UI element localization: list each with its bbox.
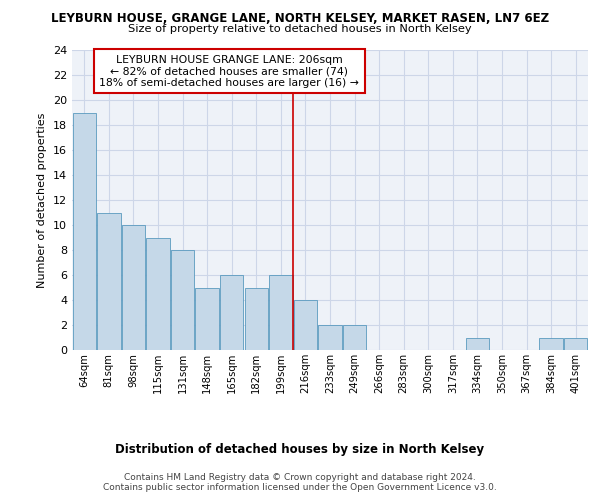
Bar	[196, 288, 219, 350]
Bar	[294, 300, 317, 350]
Bar	[245, 288, 268, 350]
Text: Contains HM Land Registry data © Crown copyright and database right 2024.
Contai: Contains HM Land Registry data © Crown c…	[103, 472, 497, 492]
Bar	[146, 238, 170, 350]
Text: Distribution of detached houses by size in North Kelsey: Distribution of detached houses by size …	[115, 442, 485, 456]
Bar	[220, 275, 244, 350]
Bar	[97, 212, 121, 350]
Bar	[539, 338, 563, 350]
Bar	[73, 112, 96, 350]
Text: LEYBURN HOUSE GRANGE LANE: 206sqm
← 82% of detached houses are smaller (74)
18% : LEYBURN HOUSE GRANGE LANE: 206sqm ← 82% …	[100, 54, 359, 88]
Bar	[319, 325, 341, 350]
Bar	[343, 325, 366, 350]
Bar	[171, 250, 194, 350]
Bar	[269, 275, 293, 350]
Bar	[466, 338, 489, 350]
Bar	[564, 338, 587, 350]
Bar	[122, 225, 145, 350]
Text: Size of property relative to detached houses in North Kelsey: Size of property relative to detached ho…	[128, 24, 472, 34]
Text: LEYBURN HOUSE, GRANGE LANE, NORTH KELSEY, MARKET RASEN, LN7 6EZ: LEYBURN HOUSE, GRANGE LANE, NORTH KELSEY…	[51, 12, 549, 26]
Y-axis label: Number of detached properties: Number of detached properties	[37, 112, 47, 288]
